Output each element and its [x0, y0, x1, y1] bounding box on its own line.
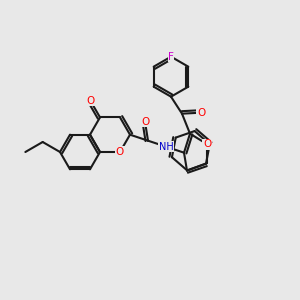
Text: F: F	[168, 52, 174, 62]
Text: O: O	[203, 139, 211, 149]
Text: O: O	[197, 108, 205, 118]
Text: O: O	[141, 117, 149, 127]
Text: O: O	[116, 147, 124, 157]
Text: NH: NH	[159, 142, 173, 152]
Text: O: O	[86, 96, 94, 106]
